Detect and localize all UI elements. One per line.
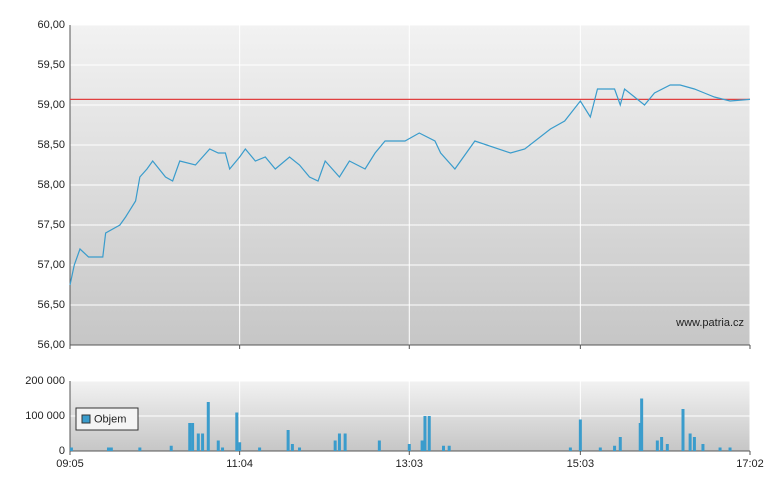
volume-bar — [578, 419, 582, 451]
y-tick-label: 59,00 — [37, 99, 65, 111]
volume-bar — [407, 444, 411, 451]
volume-bar — [221, 447, 225, 451]
volume-bar — [681, 409, 685, 451]
y-tick-label: 100 000 — [25, 410, 65, 422]
price-line — [69, 84, 751, 286]
volume-bar — [201, 433, 205, 451]
volume-bar — [238, 442, 242, 451]
legend-box — [75, 407, 139, 431]
x-tick-label: 17:02 — [736, 458, 764, 470]
volume-bar — [191, 423, 195, 451]
volume-bar — [427, 416, 431, 451]
volume-bar — [718, 447, 722, 451]
volume-bar — [701, 444, 705, 451]
volume-bar — [258, 447, 262, 451]
x-tick-label: 11:04 — [226, 458, 253, 470]
y-tick-label: 57,00 — [37, 259, 65, 271]
volume-bar — [337, 433, 341, 451]
volume-bar — [206, 402, 210, 451]
volume-bar — [442, 445, 446, 451]
legend-swatch — [81, 414, 91, 424]
x-tick-label: 13:03 — [396, 458, 424, 470]
volume-bar — [692, 437, 696, 451]
volume-bar — [640, 398, 644, 451]
volume-bar — [109, 447, 113, 451]
volume-bar — [665, 444, 669, 451]
y-tick-label: 56,00 — [37, 339, 65, 351]
volume-bar — [568, 447, 572, 451]
volume-bar — [138, 447, 142, 451]
volume-bar — [333, 440, 337, 451]
volume-bar — [377, 440, 381, 451]
volume-bar — [728, 447, 732, 451]
y-tick-label: 60,00 — [37, 19, 65, 31]
volume-bar — [447, 445, 451, 451]
volume-bar — [618, 437, 622, 451]
volume-bar — [235, 412, 239, 451]
volume-bar — [655, 440, 659, 451]
volume-bar — [290, 444, 294, 451]
x-tick-label: 15:03 — [567, 458, 595, 470]
volume-bar — [660, 437, 664, 451]
volume-bar — [286, 430, 290, 451]
volume-bar — [613, 445, 617, 451]
volume-bar — [688, 433, 692, 451]
y-tick-label: 58,50 — [37, 139, 65, 151]
volume-bar — [69, 447, 73, 451]
volume-bar — [196, 433, 200, 451]
volume-bar — [423, 416, 427, 451]
volume-bar — [343, 433, 347, 451]
volume-bar — [420, 440, 424, 451]
legend-label: Objem — [94, 413, 126, 425]
volume-bar — [169, 445, 173, 451]
y-tick-label: 56,50 — [37, 299, 65, 311]
volume-bar — [598, 447, 602, 451]
volume-bar — [298, 447, 302, 451]
x-tick-label: 09:05 — [56, 458, 84, 470]
y-tick-label: 59,50 — [37, 59, 65, 71]
y-tick-label: 58,00 — [37, 179, 65, 191]
y-tick-label: 0 — [59, 445, 65, 457]
watermark: www.patria.cz — [675, 317, 744, 329]
volume-bar — [106, 447, 110, 451]
volume-bar — [216, 440, 220, 451]
volume-bar — [188, 423, 192, 451]
y-tick-label: 57,50 — [37, 219, 65, 231]
y-tick-label: 200 000 — [25, 375, 65, 387]
